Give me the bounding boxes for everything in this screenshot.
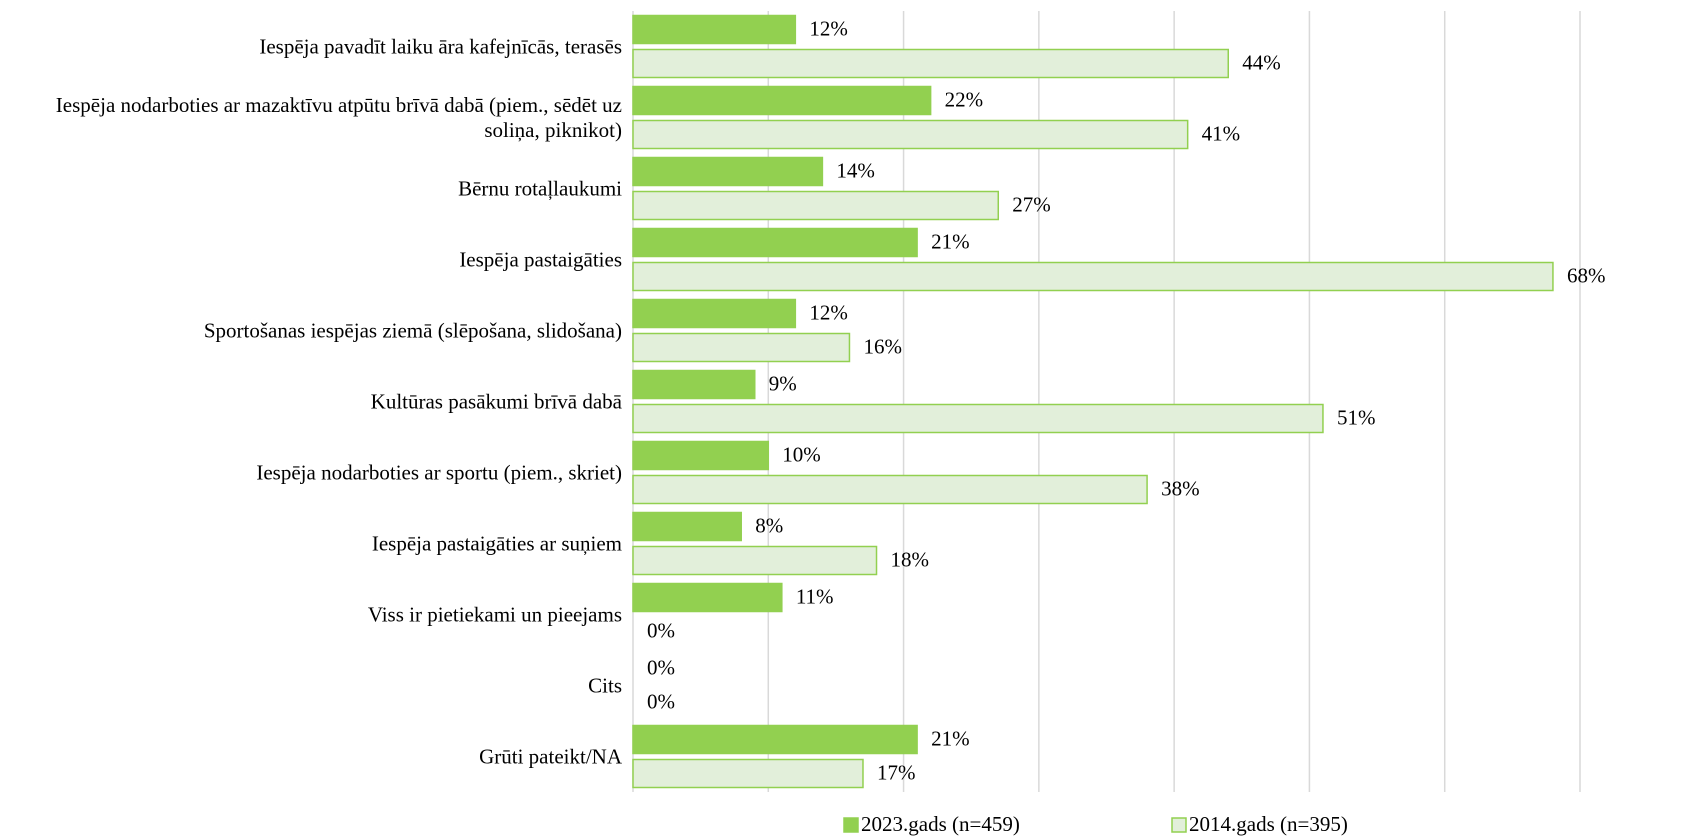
value-label: 10% (782, 442, 821, 466)
bar (632, 758, 864, 789)
bar (632, 14, 797, 45)
value-label: 16% (863, 334, 902, 358)
value-label: 27% (1012, 192, 1051, 216)
value-label: 68% (1567, 263, 1606, 287)
bar (632, 298, 797, 329)
legend-swatch (1171, 817, 1187, 833)
legend-label: 2014.gads (n=395) (1189, 812, 1348, 836)
category-label: Iespēja nodarboties ar sportu (piem., sk… (256, 460, 622, 484)
bar (632, 227, 918, 258)
value-label: 38% (1161, 476, 1200, 500)
bar (632, 545, 878, 576)
value-label: 18% (891, 547, 930, 571)
value-label: 8% (755, 513, 783, 537)
category-label: Kultūras pasākumi brīvā dabā (370, 389, 622, 413)
category-label: Iespēja pastaigāties ar suņiem (371, 531, 622, 555)
category-label: Iespēja nodarboties ar mazaktīvu atpūtu … (55, 92, 622, 142)
value-label: 51% (1337, 405, 1376, 429)
category-label: Sportošanas iespējas ziemā (slēpošana, s… (203, 318, 622, 342)
value-label: 41% (1202, 121, 1241, 145)
bar (632, 48, 1230, 79)
value-label: 21% (931, 229, 970, 253)
value-label: 22% (945, 87, 984, 111)
bar (632, 511, 742, 542)
value-label: 17% (877, 760, 916, 784)
bar (632, 474, 1148, 505)
value-label: 44% (1242, 50, 1281, 74)
value-label: 0% (647, 618, 675, 642)
value-label: 0% (647, 689, 675, 713)
category-label: Iespēja pastaigāties (459, 247, 622, 271)
bar (632, 156, 824, 187)
bar (632, 119, 1189, 150)
value-label: 14% (836, 158, 875, 182)
category-label: Grūti pateikt/NA (479, 744, 622, 768)
bar (632, 369, 756, 400)
bar (632, 724, 918, 755)
category-label: Iespēja pavadīt laiku āra kafejnīcās, te… (259, 34, 622, 58)
bar (632, 440, 770, 471)
value-label: 9% (769, 371, 797, 395)
value-label: 0% (647, 655, 675, 679)
bar (632, 261, 1554, 292)
category-label: Bērnu rotaļlaukumi (458, 176, 622, 200)
category-label: Viss ir pietiekami un pieejams (367, 602, 622, 626)
bar (632, 85, 932, 116)
legend-label: 2023.gads (n=459) (861, 812, 1020, 836)
category-label: Cits (588, 673, 622, 697)
bar (632, 332, 851, 363)
value-label: 11% (796, 584, 834, 608)
value-label: 21% (931, 726, 970, 750)
value-label: 12% (809, 300, 848, 324)
bar (632, 190, 1000, 221)
legend-swatch (843, 817, 859, 833)
bar (632, 403, 1324, 434)
bar (632, 582, 783, 613)
value-label: 12% (809, 16, 848, 40)
